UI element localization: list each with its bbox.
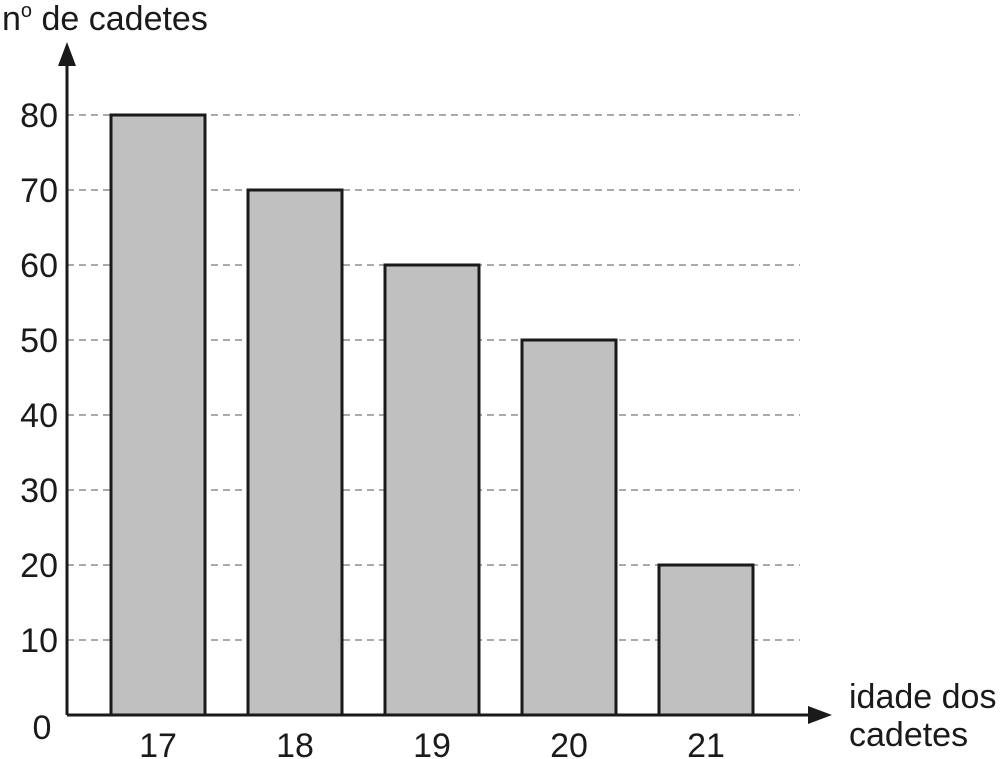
y-axis-arrow-icon	[58, 42, 76, 66]
y-tick-label: 50	[20, 322, 58, 360]
bars	[109, 113, 755, 717]
bar-21	[657, 563, 755, 717]
y-tick-label: 30	[20, 472, 58, 510]
y-tick-label: 20	[20, 547, 58, 585]
bar-17	[109, 113, 207, 717]
x-axis-arrow-icon	[808, 706, 832, 724]
y-tick-label: 40	[20, 397, 58, 435]
y-tick-label: 80	[20, 97, 58, 135]
x-axis-title-line-2: cadetes	[849, 716, 968, 754]
y-tick-label: 60	[20, 247, 58, 285]
x-tick-labels: 17 18 19 20 21	[139, 727, 725, 759]
x-tick-label: 21	[687, 727, 725, 759]
bar-20	[520, 338, 618, 717]
x-tick-label: 18	[276, 727, 314, 759]
y-tick-label: 70	[20, 172, 58, 210]
y-tick-label: 10	[20, 622, 58, 660]
axes	[58, 42, 832, 724]
y-tick-label: 0	[33, 709, 52, 747]
x-tick-label: 17	[139, 727, 177, 759]
x-tick-label: 20	[550, 727, 588, 759]
bar-18	[246, 188, 344, 717]
bar-19	[383, 263, 481, 717]
x-axis-title-line-1: idade dos	[849, 678, 996, 716]
y-tick-labels: 0 10 20 30 40 50 60 70 80	[20, 97, 58, 747]
y-axis-title: no de cadetes	[2, 0, 208, 38]
x-tick-label: 19	[413, 727, 451, 759]
